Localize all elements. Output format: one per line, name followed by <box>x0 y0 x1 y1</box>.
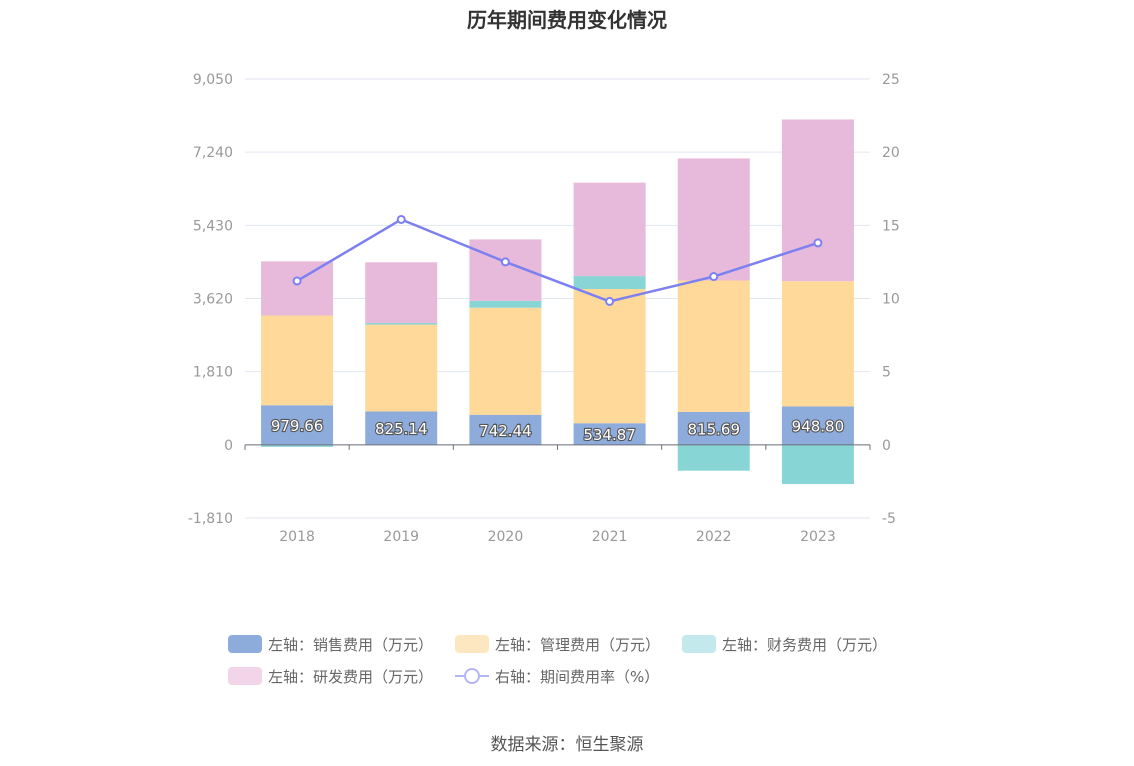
data-label-sales: 534.87 <box>583 426 636 444</box>
legend-item-finance[interactable]: 左轴：财务费用（万元） <box>682 634 887 655</box>
legend-item-rnd[interactable]: 左轴：研发费用（万元） <box>228 666 433 687</box>
legend-label-rnd: 左轴：研发费用（万元） <box>268 667 434 686</box>
y-right-tick-label: -5 <box>882 511 896 527</box>
bar-finance <box>365 322 438 325</box>
bar-finance <box>261 444 334 447</box>
legend: 左轴：销售费用（万元） 左轴：管理费用（万元） 左轴：财务费用（万元） 左轴：研… <box>228 628 928 692</box>
bar-rnd <box>573 182 646 277</box>
legend-swatch-sales <box>228 635 262 653</box>
y-left-tick-label: 3,620 <box>193 292 233 308</box>
x-axis-labels: 2018 2019 2020 2021 2022 2023 <box>279 529 835 545</box>
data-label-sales: 979.66 <box>271 417 324 435</box>
bar-sales <box>365 411 438 445</box>
legend-row-1: 左轴：销售费用（万元） 左轴：管理费用（万元） 左轴：财务费用（万元） <box>228 628 928 660</box>
y-right-tick-label: 20 <box>882 145 900 161</box>
y-left-tick-label: 1,810 <box>193 365 233 381</box>
rate-point <box>813 238 823 248</box>
bar-admin <box>573 289 646 424</box>
rate-line <box>296 218 819 303</box>
rate-point <box>709 272 719 282</box>
rate-point <box>605 296 615 306</box>
bar-rnd <box>469 239 542 301</box>
bar-admin <box>677 280 750 412</box>
y-left-tick-label: 9,050 <box>193 72 233 88</box>
bar-finance <box>469 300 542 308</box>
bar-admin <box>261 315 334 406</box>
bar-rnd <box>365 262 438 323</box>
legend-label-rate: 右轴：期间费用率（%） <box>495 667 660 686</box>
bar-sales <box>781 406 854 445</box>
bar-finance <box>781 444 854 485</box>
x-tick-label: 2020 <box>488 529 524 545</box>
y-right-tick-label: 0 <box>882 438 891 454</box>
legend-item-sales[interactable]: 左轴：销售费用（万元） <box>228 634 433 655</box>
bar-series <box>261 119 854 485</box>
bar-admin <box>781 281 854 407</box>
y-axis-right: 25 20 15 10 5 0 -5 <box>882 72 900 527</box>
legend-row-2: 左轴：研发费用（万元） 右轴：期间费用率（%） <box>228 660 928 692</box>
legend-label-sales: 左轴：销售费用（万元） <box>268 635 434 654</box>
rate-point <box>292 276 302 286</box>
bar-rnd <box>261 261 334 316</box>
data-label-sales: 825.14 <box>375 420 428 438</box>
data-labels: 979.66 825.14 742.44 534.87 815.69 948.80 <box>270 416 846 445</box>
legend-swatch-rnd <box>228 667 262 685</box>
legend-item-admin[interactable]: 左轴：管理费用（万元） <box>455 634 660 655</box>
x-tick-label: 2019 <box>383 529 419 545</box>
grid-lines <box>245 78 870 519</box>
bar-finance <box>677 444 750 471</box>
x-tick-label: 2023 <box>800 529 836 545</box>
y-left-tick-label: 5,430 <box>193 218 233 234</box>
data-label-sales: 742.44 <box>479 422 532 440</box>
y-right-tick-label: 5 <box>882 365 891 381</box>
legend-swatch-finance <box>682 635 717 653</box>
bar-rnd <box>677 158 750 281</box>
y-right-tick-label: 15 <box>882 218 900 234</box>
x-tick-label: 2018 <box>279 529 315 545</box>
bar-sales <box>469 414 542 445</box>
rate-point <box>500 257 510 267</box>
y-axis-left: 9,050 7,240 5,430 3,620 1,810 0 -1,810 <box>188 72 233 527</box>
legend-swatch-rate <box>455 667 490 685</box>
bar-admin <box>469 307 542 415</box>
y-left-tick-label: 0 <box>224 438 233 454</box>
x-tick-label: 2022 <box>696 529 732 545</box>
bar-rnd <box>781 119 854 282</box>
legend-item-rate[interactable]: 右轴：期间费用率（%） <box>455 666 659 687</box>
rate-line-series <box>292 214 823 306</box>
rate-point <box>396 214 406 224</box>
chart-title: 历年期间费用变化情况 <box>467 8 667 32</box>
legend-swatch-admin <box>455 635 490 653</box>
x-tick-label: 2021 <box>592 529 628 545</box>
data-label-sales: 815.69 <box>688 420 741 438</box>
y-right-tick-label: 25 <box>882 72 900 88</box>
source-note: 数据来源：恒生聚源 <box>490 735 644 755</box>
bar-sales <box>261 405 334 445</box>
legend-label-finance: 左轴：财务费用（万元） <box>722 635 888 654</box>
y-right-tick-label: 10 <box>882 292 900 308</box>
data-label-sales: 948.80 <box>792 418 845 436</box>
x-axis <box>244 444 871 450</box>
chart-canvas: 9,050 7,240 5,430 3,620 1,810 0 -1,810 25 20 15 1… <box>188 72 900 545</box>
y-left-tick-label: -1,810 <box>188 511 233 527</box>
bar-sales <box>573 423 646 445</box>
bar-finance <box>573 276 646 290</box>
y-left-tick-label: 7,240 <box>193 145 233 161</box>
legend-label-admin: 左轴：管理费用（万元） <box>495 635 661 654</box>
bar-admin <box>365 324 438 412</box>
bar-sales <box>677 411 750 445</box>
